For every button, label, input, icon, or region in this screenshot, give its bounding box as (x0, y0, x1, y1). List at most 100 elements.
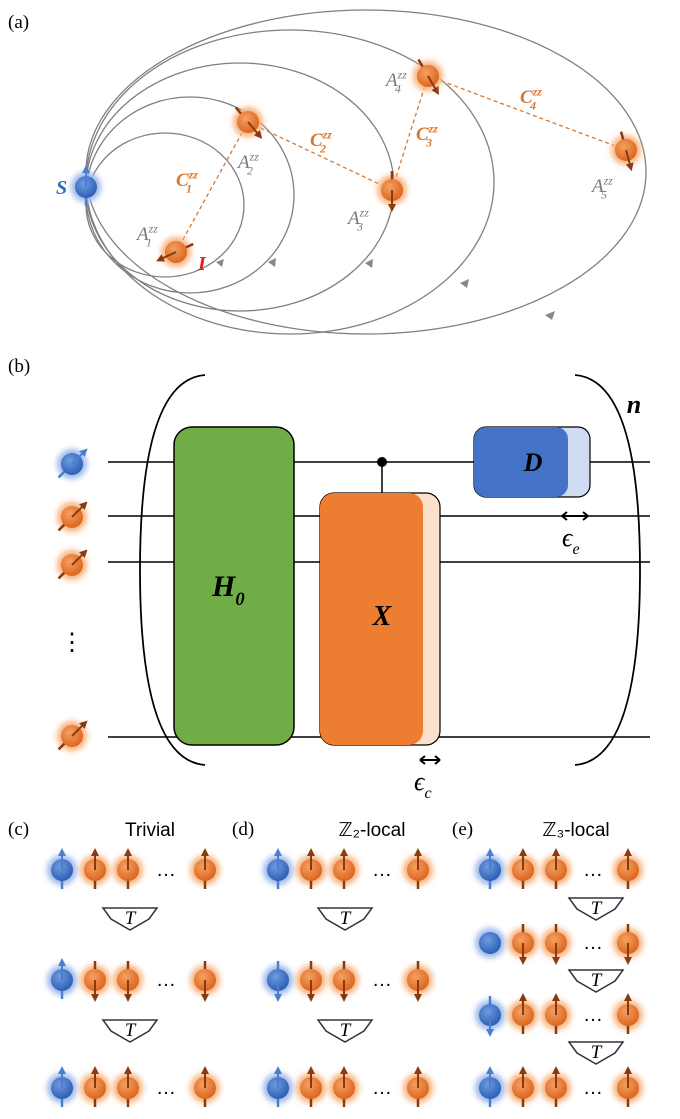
spin-ball (479, 932, 501, 954)
ellipsis: … (372, 969, 392, 991)
spin (541, 1066, 571, 1107)
symbol-sup: zz (148, 222, 159, 235)
spin-head (307, 994, 315, 1002)
ellipsis: … (156, 859, 176, 881)
spin (508, 848, 538, 889)
spin (296, 961, 326, 1002)
symbol-sub: 2 (319, 143, 326, 156)
spin-head (414, 848, 422, 856)
panel-b: (b) n ⋮ X D (8, 356, 650, 765)
spin-head (624, 1066, 632, 1074)
ellipsis: … (583, 1077, 603, 1099)
spin (541, 924, 571, 965)
transition-label: T (125, 1020, 137, 1041)
gate-x (320, 493, 423, 745)
spin-head (552, 957, 560, 965)
panel-title: ℤ₂-local (339, 820, 406, 841)
spin (475, 848, 505, 889)
spin (403, 961, 433, 1002)
spin-head (552, 1066, 560, 1074)
spin-head (58, 958, 66, 966)
spin (611, 132, 641, 172)
transition-label: T (591, 970, 603, 991)
spin (113, 1066, 143, 1107)
symbol-sub: 2 (247, 165, 253, 178)
transition-label: T (340, 1020, 352, 1041)
spin-head (388, 204, 396, 212)
symbol-sup: zz (603, 174, 614, 187)
panel-label: (a) (8, 12, 29, 33)
spin (263, 961, 293, 1002)
spin-head (519, 1066, 527, 1074)
spin (263, 1066, 293, 1107)
spin-head (486, 1029, 494, 1037)
spin (541, 993, 571, 1034)
symbol-label: Czz2 (310, 128, 332, 155)
symbol-sub: c (424, 785, 431, 802)
transition-label: T (591, 1042, 603, 1063)
gate-label: X (372, 601, 393, 632)
symbol-label: Czz4 (520, 85, 542, 112)
spin (377, 171, 407, 212)
symbol-sub: e (572, 541, 579, 558)
spin (613, 848, 643, 889)
spin-head (201, 994, 209, 1002)
spin-head (624, 993, 632, 1001)
symbol-sup: zz (428, 122, 439, 135)
gate-d (474, 427, 568, 497)
spin-head (486, 1066, 494, 1074)
symbol-sup: zz (322, 128, 333, 141)
spin (156, 237, 193, 267)
symbol-sub: 0 (235, 589, 244, 610)
spin-head (274, 994, 282, 1002)
spin (57, 448, 88, 479)
spin-head (552, 993, 560, 1001)
ellipsis: … (583, 932, 603, 954)
symbol-label: Czz1 (176, 168, 198, 195)
panel-title: Trivial (125, 820, 175, 841)
spin (57, 549, 88, 580)
spin-head (274, 1066, 282, 1074)
spin (57, 720, 88, 751)
panels-cde: (c) Trivial (d) ℤ₂-local (e) ℤ₃-local (8, 819, 610, 841)
spin-head (414, 994, 422, 1002)
spin (296, 1066, 326, 1107)
spin-head (91, 848, 99, 856)
spin-head (486, 848, 494, 856)
spin-head (124, 848, 132, 856)
spin (47, 958, 77, 999)
symbol-sup: zz (359, 206, 370, 219)
spin (190, 848, 220, 889)
spin (613, 993, 643, 1034)
error-arrow (562, 512, 588, 520)
spin (57, 501, 88, 532)
symbol-sub: 1 (146, 237, 152, 250)
symbol-sub: 3 (425, 137, 432, 150)
error-arrow (420, 756, 440, 764)
spin (71, 165, 101, 206)
spin-head (124, 1066, 132, 1074)
transition-label: T (340, 908, 352, 929)
spin-head (274, 848, 282, 856)
spin (403, 848, 433, 889)
symbol-sub: 5 (601, 189, 607, 202)
spin (113, 848, 143, 889)
panel-title: ℤ₃-local (542, 820, 609, 841)
ellipsis: … (372, 859, 392, 881)
spin-head (414, 1066, 422, 1074)
spin-head (340, 1066, 348, 1074)
vdots: ⋮ (60, 630, 84, 656)
ellipsis: … (156, 969, 176, 991)
spin (190, 961, 220, 1002)
spin (47, 1066, 77, 1107)
symbol-sub: 1 (186, 183, 192, 196)
field-lines (86, 10, 646, 334)
symbol-label: ϵc (414, 767, 432, 802)
symbol-label: ϵe (562, 523, 580, 558)
spin (508, 1066, 538, 1107)
spin-head (124, 994, 132, 1002)
panel-label: (d) (232, 819, 254, 840)
panel-label: (b) (8, 356, 30, 377)
